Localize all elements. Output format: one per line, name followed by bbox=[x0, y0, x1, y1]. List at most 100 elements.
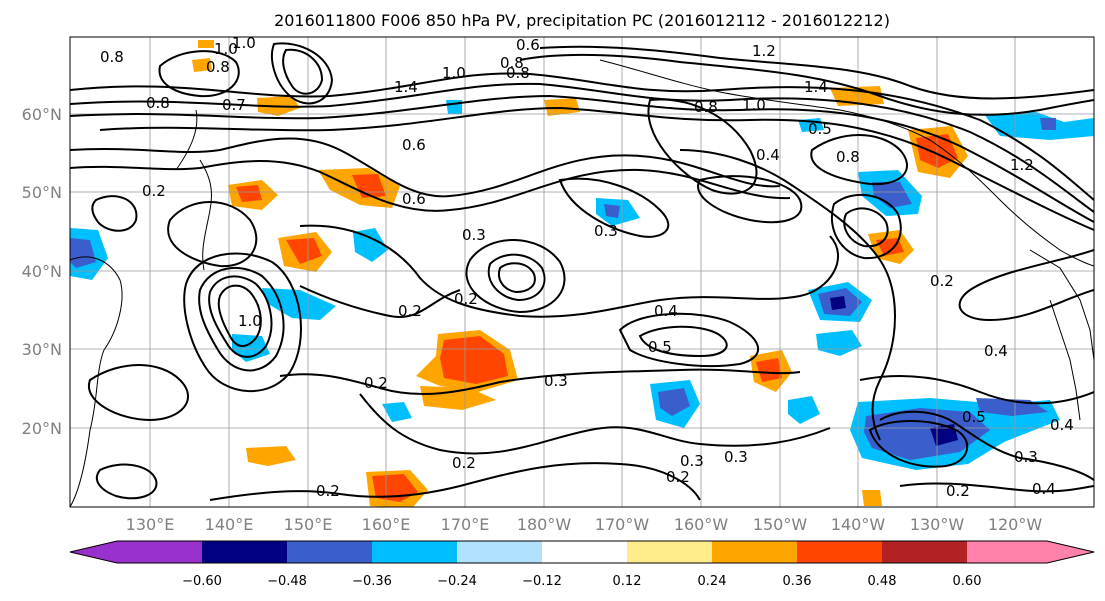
contour-label: 0.2 bbox=[142, 182, 166, 200]
contour-label: 0.7 bbox=[222, 96, 246, 114]
precip-patch bbox=[658, 388, 690, 416]
contour-line bbox=[638, 325, 728, 358]
contour-label: 0.5 bbox=[808, 120, 832, 138]
contour-line bbox=[99, 106, 1094, 231]
precip-patch bbox=[70, 238, 96, 268]
contour-line bbox=[299, 285, 461, 318]
contour-label: 0.2 bbox=[666, 468, 690, 486]
contour-line bbox=[618, 312, 760, 367]
contour-line bbox=[279, 368, 801, 395]
contour-label: 0.5 bbox=[962, 408, 986, 426]
contour-line bbox=[843, 207, 889, 248]
contour-line bbox=[465, 239, 566, 314]
contour-line bbox=[697, 175, 803, 224]
precip-patch bbox=[756, 358, 782, 382]
precip-patch bbox=[1040, 118, 1056, 130]
contour-label: 0.8 bbox=[206, 58, 230, 76]
colorbar: −0.60 −0.48 −0.36 −0.24 −0.12 0.12 0.24 … bbox=[69, 540, 1095, 589]
colorbar-tick-label: −0.60 bbox=[182, 574, 222, 589]
precip-patch bbox=[353, 228, 388, 262]
coastlines bbox=[70, 59, 1094, 507]
colorbar-segment bbox=[202, 541, 287, 563]
colorbar-segment bbox=[882, 541, 967, 563]
contour-line bbox=[519, 53, 1094, 116]
contour-line bbox=[95, 463, 158, 500]
colorbar-tick-label: 0.12 bbox=[613, 574, 642, 589]
contour-label: 0.8 bbox=[100, 48, 124, 66]
contour-line bbox=[299, 224, 840, 318]
pv-contours bbox=[70, 42, 1094, 501]
latitude-labels: 60°N 50°N 40°N 30°N 20°N bbox=[22, 105, 62, 438]
contour-line bbox=[198, 266, 285, 372]
longitude-labels: 130°E 140°E 150°E 160°E 170°E 180°W 170°… bbox=[126, 515, 1043, 534]
contour-label: 0.2 bbox=[452, 454, 476, 472]
contour-line bbox=[879, 410, 1094, 481]
lon-label: 150°E bbox=[284, 515, 333, 534]
contour-label: 1.0 bbox=[214, 40, 238, 58]
colorbar-outline bbox=[69, 540, 1095, 564]
contour-label: 0.8 bbox=[146, 94, 170, 112]
contour-line bbox=[70, 160, 791, 212]
lon-label: 140°W bbox=[831, 515, 886, 534]
contour-label: 0.4 bbox=[984, 342, 1008, 360]
precip-patch bbox=[544, 98, 580, 116]
contour-label: 0.3 bbox=[680, 452, 704, 470]
contour-label: 1.0 bbox=[442, 64, 466, 82]
contour-label: 1.4 bbox=[804, 78, 828, 96]
contour-line bbox=[70, 82, 1094, 213]
contour-label: 0.2 bbox=[398, 302, 422, 320]
lon-label: 180°W bbox=[517, 515, 572, 534]
colorbar-tick-label: −0.48 bbox=[267, 574, 307, 589]
precipitation-shading bbox=[70, 40, 1094, 507]
colorbar-segment bbox=[457, 541, 542, 563]
contour-label: 1.0 bbox=[238, 312, 262, 330]
contour-label: 0.8 bbox=[836, 148, 860, 166]
contour-line bbox=[87, 364, 190, 422]
precip-patch bbox=[246, 446, 296, 466]
contour-line bbox=[679, 149, 896, 441]
colorbar-segment bbox=[797, 541, 882, 563]
coastline bbox=[70, 256, 123, 507]
contour-line bbox=[487, 253, 546, 302]
colorbar-segment bbox=[372, 541, 457, 563]
contour-label: 0.3 bbox=[1014, 448, 1038, 466]
precip-patch bbox=[872, 182, 912, 208]
precip-patch bbox=[192, 58, 212, 72]
contour-label: 0.2 bbox=[930, 272, 954, 290]
contour-line bbox=[70, 137, 781, 198]
contour-label: 0.8 bbox=[506, 64, 530, 82]
colorbar-max-extension bbox=[1047, 541, 1094, 563]
contour-label: 0.4 bbox=[1050, 416, 1074, 434]
contour-line bbox=[208, 275, 273, 358]
lon-label: 170°W bbox=[595, 515, 650, 534]
contour-line bbox=[831, 193, 902, 260]
contour-label: 0.3 bbox=[544, 372, 568, 390]
contour-label: 0.6 bbox=[402, 190, 426, 208]
colorbar-segment bbox=[542, 541, 627, 563]
precip-patch bbox=[788, 396, 820, 424]
precip-patch bbox=[420, 386, 496, 410]
precip-patch bbox=[830, 296, 846, 310]
precip-patch bbox=[862, 490, 882, 506]
contour-line bbox=[217, 284, 262, 347]
colorbar-tick-label: 0.24 bbox=[698, 574, 727, 589]
colorbar-tick-label: 0.48 bbox=[868, 574, 897, 589]
map-frame bbox=[69, 36, 1095, 508]
contour-line bbox=[868, 420, 969, 468]
map-panel: 0.8 1.0 0.8 0.7 0.8 1.0 1.4 1.0 0.8 0.6 … bbox=[69, 36, 1095, 508]
contour-line bbox=[209, 462, 701, 501]
contour-label: 0.8 bbox=[500, 54, 524, 72]
contour-line bbox=[558, 177, 670, 238]
contour-label: 1.2 bbox=[1010, 156, 1034, 174]
contour-label: 0.2 bbox=[316, 482, 340, 500]
lat-label-40n: 40°N bbox=[22, 262, 62, 281]
contour-label: 0.5 bbox=[648, 338, 672, 356]
contour-line bbox=[70, 72, 1094, 201]
precip-patch bbox=[286, 238, 322, 264]
contour-label: 0.4 bbox=[654, 302, 678, 320]
contour-line bbox=[271, 42, 334, 105]
contour-line bbox=[359, 393, 831, 455]
precip-patch bbox=[984, 112, 1094, 140]
lon-label: 120°W bbox=[988, 515, 1043, 534]
